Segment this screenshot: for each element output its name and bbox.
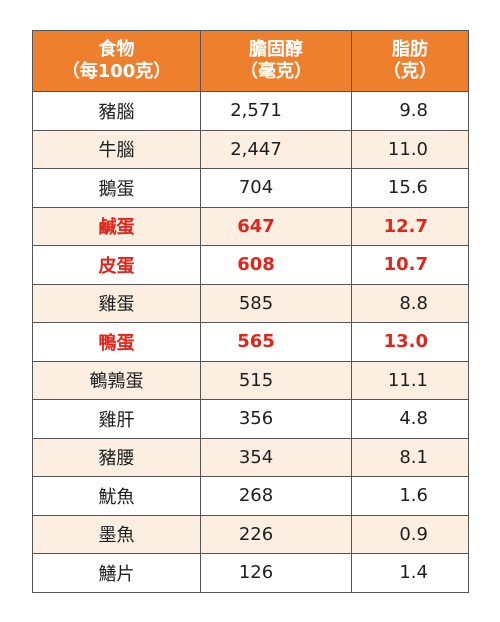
header-fat-label: 脂肪 [392,39,428,60]
table-row: 皮蛋 608 10.7 [32,245,469,285]
table-row: 牛腦 2,447 11.0 [32,129,469,169]
fat-cell: 11.0 [351,129,469,169]
cholesterol-cell: 585 [200,283,352,323]
food-cell: 豬腰 [32,437,201,477]
cholesterol-cell: 515 [200,360,352,400]
food-cell: 鵝蛋 [32,168,201,208]
table-row: 豬腰 354 8.1 [32,437,469,477]
fat-cell: 12.7 [351,206,469,246]
food-cell: 魷魚 [32,476,201,516]
fat-cell: 11.1 [351,360,469,400]
food-cell: 鹹蛋 [32,206,201,246]
header-cholesterol-unit: （毫克） [240,61,312,82]
header-fat-unit: （克） [383,61,437,82]
cholesterol-cell: 2,571 [200,91,352,131]
table-header: 食物 （每100克） 膽固醇 （毫克） 脂肪 （克） [32,30,469,92]
table-row: 鵝蛋 704 15.6 [32,168,469,208]
food-cell: 鴨蛋 [32,322,201,362]
food-cell: 鱔片 [32,553,201,593]
table-row: 鱔片 126 1.4 [32,553,469,593]
fat-cell: 10.7 [351,245,469,285]
fat-cell: 15.6 [351,168,469,208]
food-cell: 墨魚 [32,514,201,554]
fat-cell: 9.8 [351,91,469,131]
table-row: 鹹蛋 647 12.7 [32,206,469,246]
fat-cell: 4.8 [351,399,469,439]
nutrition-table-container: 食物 （每100克） 膽固醇 （毫克） 脂肪 （克） 豬腦 2,571 9.8 牛腦 2… [32,30,469,593]
cholesterol-cell: 2,447 [200,129,352,169]
food-cell: 皮蛋 [32,245,201,285]
header-food-unit: （每100克） [61,61,172,82]
cholesterol-cell: 354 [200,437,352,477]
table-row: 雞蛋 585 8.8 [32,283,469,323]
food-cell: 豬腦 [32,91,201,131]
fat-cell: 1.4 [351,553,469,593]
table-row: 鴨蛋 565 13.0 [32,322,469,362]
fat-cell: 8.8 [351,283,469,323]
table-row: 鵪鶉蛋 515 11.1 [32,360,469,400]
food-cell: 鵪鶉蛋 [32,360,201,400]
table-row: 雞肝 356 4.8 [32,399,469,439]
cholesterol-cell: 268 [200,476,352,516]
header-cholesterol: 膽固醇 （毫克） [200,30,352,92]
food-cell: 雞肝 [32,399,201,439]
fat-cell: 13.0 [351,322,469,362]
header-food: 食物 （每100克） [32,30,201,92]
cholesterol-cell: 704 [200,168,352,208]
header-fat: 脂肪 （克） [351,30,469,92]
cholesterol-cell: 565 [200,322,352,362]
cholesterol-cell: 647 [200,206,352,246]
cholesterol-cell: 608 [200,245,352,285]
fat-cell: 0.9 [351,514,469,554]
food-cell: 牛腦 [32,129,201,169]
cholesterol-cell: 126 [200,553,352,593]
food-cell: 雞蛋 [32,283,201,323]
header-cholesterol-label: 膽固醇 [249,39,303,60]
cholesterol-cell: 356 [200,399,352,439]
table-row: 魷魚 268 1.6 [32,476,469,516]
cholesterol-cell: 226 [200,514,352,554]
header-row: 食物 （每100克） 膽固醇 （毫克） 脂肪 （克） [32,30,469,92]
header-food-label: 食物 [98,39,135,60]
fat-cell: 8.1 [351,437,469,477]
table-row: 豬腦 2,571 9.8 [32,91,469,131]
table-row: 墨魚 226 0.9 [32,514,469,554]
table-body: 豬腦 2,571 9.8 牛腦 2,447 11.0 鵝蛋 704 15.6 鹹蛋 647 12.7 皮… [32,91,469,593]
fat-cell: 1.6 [351,476,469,516]
cholesterol-table: 食物 （每100克） 膽固醇 （毫克） 脂肪 （克） 豬腦 2,571 9.8 牛腦 2… [32,30,469,593]
